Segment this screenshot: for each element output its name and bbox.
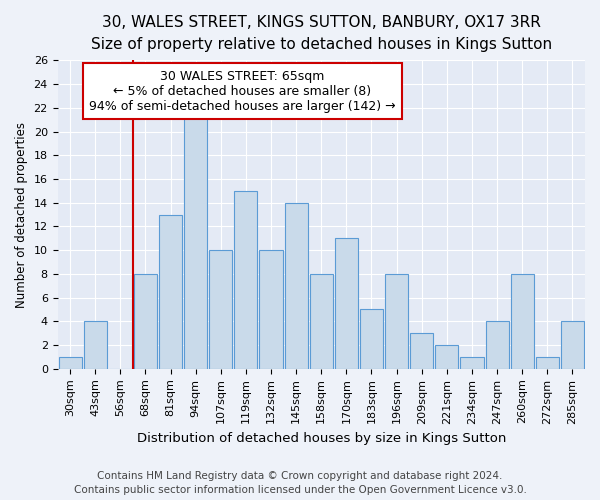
- Bar: [485, 322, 509, 369]
- Bar: [310, 274, 333, 369]
- Bar: [235, 191, 257, 369]
- Bar: [209, 250, 232, 369]
- Bar: [59, 357, 82, 369]
- Bar: [460, 357, 484, 369]
- Bar: [536, 357, 559, 369]
- Bar: [435, 345, 458, 369]
- Bar: [159, 214, 182, 369]
- Title: 30, WALES STREET, KINGS SUTTON, BANBURY, OX17 3RR
Size of property relative to d: 30, WALES STREET, KINGS SUTTON, BANBURY,…: [91, 15, 552, 52]
- Bar: [83, 322, 107, 369]
- Bar: [335, 238, 358, 369]
- Bar: [259, 250, 283, 369]
- Bar: [561, 322, 584, 369]
- Bar: [511, 274, 534, 369]
- Bar: [134, 274, 157, 369]
- Text: 30 WALES STREET: 65sqm
← 5% of detached houses are smaller (8)
94% of semi-detac: 30 WALES STREET: 65sqm ← 5% of detached …: [89, 70, 395, 112]
- Y-axis label: Number of detached properties: Number of detached properties: [15, 122, 28, 308]
- Text: Contains HM Land Registry data © Crown copyright and database right 2024.
Contai: Contains HM Land Registry data © Crown c…: [74, 471, 526, 495]
- Bar: [360, 310, 383, 369]
- Bar: [410, 333, 433, 369]
- Bar: [184, 108, 207, 369]
- Bar: [385, 274, 408, 369]
- X-axis label: Distribution of detached houses by size in Kings Sutton: Distribution of detached houses by size …: [137, 432, 506, 445]
- Bar: [284, 202, 308, 369]
